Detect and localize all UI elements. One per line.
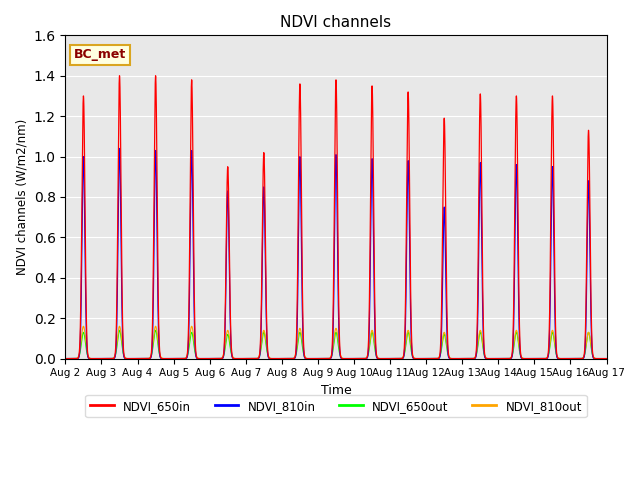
NDVI_650in <box>603 356 611 361</box>
NDVI_650out <box>264 353 272 359</box>
NDVI_810out <box>488 356 495 361</box>
NDVI_810in <box>264 353 272 359</box>
Text: BC_met: BC_met <box>74 48 126 61</box>
NDVI_650in <box>264 351 272 357</box>
NDVI_650out <box>61 356 69 361</box>
NDVI_650in <box>61 356 69 361</box>
NDVI_810out <box>264 351 272 357</box>
NDVI_650out <box>603 356 611 361</box>
NDVI_810out <box>177 356 185 361</box>
NDVI_650out <box>601 356 609 361</box>
NDVI_810in <box>603 356 611 361</box>
NDVI_650out <box>116 327 124 333</box>
Line: NDVI_810in: NDVI_810in <box>65 148 607 359</box>
NDVI_650in <box>116 73 124 79</box>
NDVI_650in <box>177 356 185 361</box>
NDVI_810in <box>172 356 179 361</box>
Title: NDVI channels: NDVI channels <box>280 15 392 30</box>
NDVI_650in <box>411 356 419 361</box>
NDVI_810out <box>603 356 611 361</box>
NDVI_650out <box>488 356 495 361</box>
NDVI_810in <box>61 356 69 361</box>
NDVI_650out <box>411 356 419 361</box>
NDVI_810in <box>488 356 495 361</box>
Legend: NDVI_650in, NDVI_810in, NDVI_650out, NDVI_810out: NDVI_650in, NDVI_810in, NDVI_650out, NDV… <box>85 395 587 417</box>
Line: NDVI_810out: NDVI_810out <box>65 326 607 359</box>
NDVI_650in <box>488 356 495 361</box>
NDVI_810out <box>61 356 69 361</box>
NDVI_650in <box>601 356 609 361</box>
Y-axis label: NDVI channels (W/m2/nm): NDVI channels (W/m2/nm) <box>15 119 28 275</box>
NDVI_810in <box>116 145 124 151</box>
NDVI_810out <box>411 355 419 361</box>
NDVI_810in <box>601 356 609 361</box>
NDVI_810out <box>172 356 179 361</box>
Line: NDVI_650in: NDVI_650in <box>65 76 607 359</box>
X-axis label: Time: Time <box>321 384 351 397</box>
NDVI_650out <box>172 356 179 361</box>
NDVI_650in <box>172 356 179 361</box>
NDVI_810out <box>79 324 87 329</box>
NDVI_810out <box>601 356 609 361</box>
NDVI_810in <box>177 356 185 361</box>
NDVI_810in <box>411 356 419 361</box>
Line: NDVI_650out: NDVI_650out <box>65 330 607 359</box>
NDVI_650out <box>177 356 185 361</box>
